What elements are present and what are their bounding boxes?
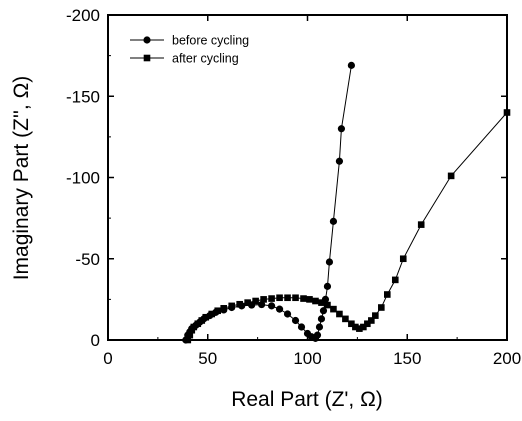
data-point — [291, 316, 300, 325]
data-point — [300, 295, 307, 302]
data-point — [260, 296, 267, 303]
data-point — [198, 317, 206, 324]
y-axis-ticks: 0 -50 -100 -150 -200 — [66, 6, 507, 350]
data-point — [503, 109, 511, 116]
data-point — [313, 331, 322, 339]
data-point — [324, 301, 331, 309]
data-point — [348, 320, 355, 328]
data-point — [335, 157, 344, 165]
legend-label: before cycling — [172, 34, 249, 48]
data-point — [244, 299, 251, 306]
x-tick-label: 150 — [393, 349, 421, 368]
data-point — [258, 300, 266, 309]
data-point — [417, 221, 425, 228]
data-point — [318, 299, 325, 306]
data-point — [368, 317, 375, 324]
data-point — [378, 304, 385, 311]
data-point — [184, 336, 192, 344]
data-point — [447, 172, 455, 180]
data-point — [372, 312, 379, 319]
data-point — [391, 276, 399, 284]
y-tick-label: -100 — [66, 169, 100, 188]
data-point — [220, 305, 228, 312]
data-point — [194, 320, 202, 328]
data-point — [284, 294, 291, 302]
legend-label: after cycling — [172, 52, 239, 66]
data-point — [337, 125, 346, 133]
plot-frame — [107, 14, 508, 341]
data-point — [399, 255, 407, 263]
x-axis-title: Real Part (Z', Ω) — [231, 388, 383, 411]
data-point — [228, 302, 235, 310]
data-point — [268, 295, 275, 302]
x-tick-label: 0 — [103, 349, 112, 368]
data-point — [283, 310, 292, 318]
data-point — [317, 315, 326, 323]
x-axis-ticks: 0 50 100 150 200 — [103, 15, 521, 368]
series-layer — [182, 61, 511, 344]
x-tick-label: 200 — [493, 349, 521, 368]
legend-marker — [143, 54, 151, 62]
series-line — [187, 112, 508, 341]
data-point — [276, 294, 283, 302]
data-point — [312, 297, 319, 305]
x-tick-label: 50 — [198, 349, 217, 368]
data-point — [208, 310, 216, 318]
data-point — [364, 320, 371, 328]
data-point — [306, 296, 313, 303]
data-point — [352, 323, 359, 331]
y-axis-title: Imaginary Part (Z'', Ω) — [10, 76, 33, 281]
data-point — [267, 302, 276, 310]
data-point — [292, 294, 299, 302]
data-point — [330, 305, 337, 313]
data-point — [336, 310, 343, 318]
data-point — [342, 315, 349, 323]
data-point — [356, 325, 363, 332]
y-tick-label: -200 — [66, 6, 100, 25]
series-after-cycling — [184, 109, 511, 344]
data-point — [325, 258, 334, 266]
x-tick-label: 100 — [293, 349, 321, 368]
data-point — [236, 300, 243, 308]
y-tick-label: 0 — [91, 331, 100, 350]
data-point — [360, 323, 367, 331]
data-point — [323, 282, 332, 290]
data-point — [275, 305, 284, 313]
data-point — [214, 307, 222, 315]
data-point — [186, 331, 194, 339]
legend: before cycling after cycling — [130, 34, 249, 66]
data-point — [319, 307, 328, 315]
data-point — [329, 217, 338, 225]
y-tick-label: -150 — [66, 87, 100, 106]
data-point — [252, 297, 259, 305]
data-point — [297, 323, 306, 331]
data-point — [384, 291, 391, 298]
data-point — [347, 61, 355, 69]
legend-marker — [143, 36, 151, 44]
y-tick-label: -50 — [75, 250, 100, 269]
data-point — [202, 313, 210, 321]
data-point — [315, 323, 324, 331]
data-point — [190, 323, 198, 331]
